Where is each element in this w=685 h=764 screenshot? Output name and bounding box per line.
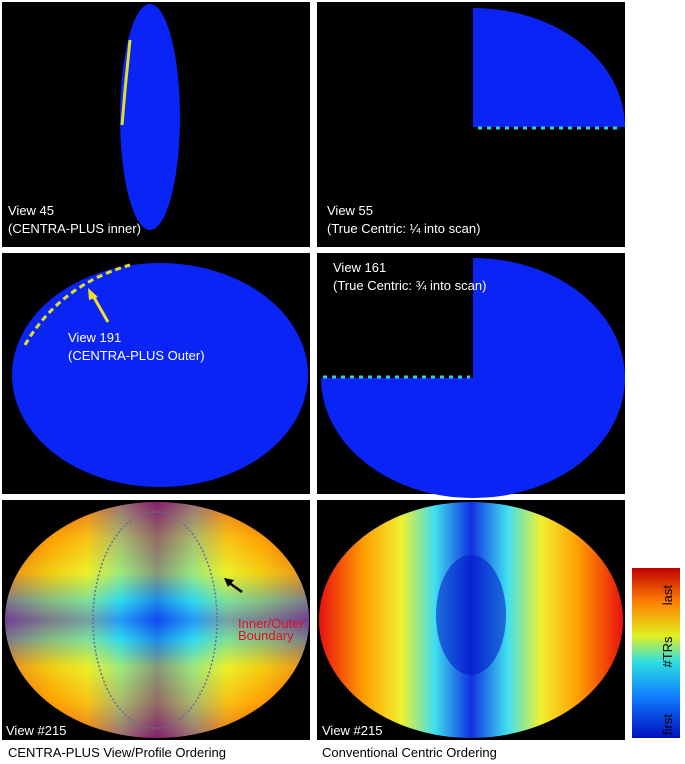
k-space-region <box>473 8 625 127</box>
caption: CENTRA-PLUS View/Profile Ordering <box>8 745 226 760</box>
caption: Conventional Centric Ordering <box>322 745 497 760</box>
panel-label: (CENTRA-PLUS Outer) <box>68 348 205 363</box>
panel-label: (True Centric: ¼ into scan) <box>327 221 480 236</box>
k-space-region <box>321 258 625 498</box>
k-space-center <box>436 555 506 675</box>
k-space-region <box>12 263 308 487</box>
panel-label: View #215 <box>6 723 66 738</box>
colorbar-label: #TRs <box>660 636 675 668</box>
colorbar <box>632 568 680 738</box>
arrow-head <box>88 288 98 300</box>
boundary <box>92 511 218 729</box>
arrow <box>90 293 110 323</box>
panel-label: View #215 <box>322 723 382 738</box>
panel-label: View 45 <box>8 203 54 218</box>
panel-label: View 191 <box>68 330 121 345</box>
annotation: Boundary <box>238 628 294 643</box>
colorbar-label: first <box>660 714 675 735</box>
edge-views <box>120 39 132 126</box>
panel-label: View 161 <box>333 260 386 275</box>
colorbar-label: last <box>660 585 675 606</box>
panel-label: View 55 <box>327 203 373 218</box>
k-space-region <box>120 4 180 230</box>
arrow-head <box>224 578 234 587</box>
panel-label: (True Centric: ¾ into scan) <box>333 278 486 293</box>
k-space-ordering-overlay <box>5 502 309 738</box>
panel-label: (CENTRA-PLUS inner) <box>8 221 141 236</box>
edge-views <box>23 263 131 346</box>
annotation: Inner/Outer <box>238 616 304 631</box>
